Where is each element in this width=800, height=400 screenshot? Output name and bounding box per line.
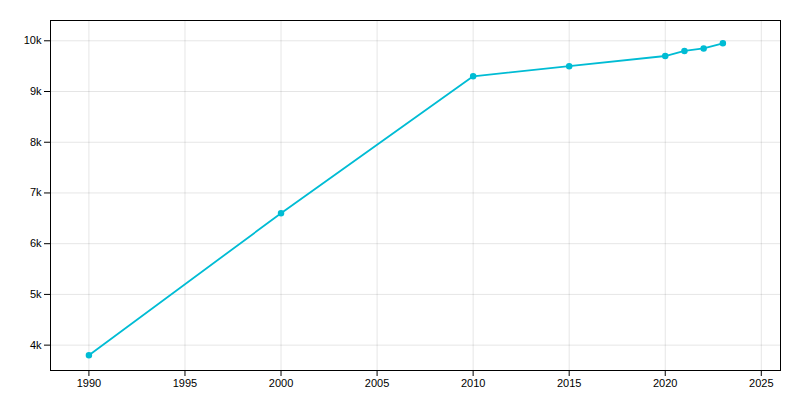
svg-text:7k: 7k	[30, 186, 42, 198]
svg-text:2015: 2015	[557, 377, 581, 389]
svg-text:4k: 4k	[30, 339, 42, 351]
svg-text:2020: 2020	[653, 377, 677, 389]
svg-text:2010: 2010	[461, 377, 485, 389]
svg-text:2025: 2025	[749, 377, 773, 389]
svg-text:9k: 9k	[30, 85, 42, 97]
svg-text:2000: 2000	[269, 377, 293, 389]
svg-text:2005: 2005	[365, 377, 389, 389]
svg-text:5k: 5k	[30, 288, 42, 300]
svg-text:10k: 10k	[24, 34, 42, 46]
svg-text:6k: 6k	[30, 237, 42, 249]
svg-text:1995: 1995	[173, 377, 197, 389]
svg-text:8k: 8k	[30, 136, 42, 148]
svg-text:1990: 1990	[77, 377, 101, 389]
